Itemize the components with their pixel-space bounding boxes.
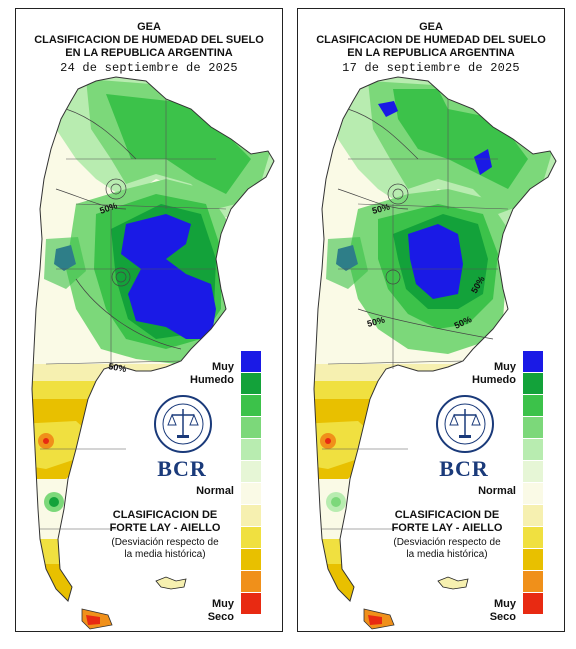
legend-label-muy-humedo-2: Humedo [190,374,234,386]
legend-swatch [241,527,261,549]
isoline-label: 50% [366,315,386,329]
classification-desc-1: (Desviación respecto de [111,537,219,548]
legend-label-muy-humedo-2: Humedo [472,374,516,386]
legend-swatch [523,439,543,461]
classification-line-2: FORTE LAY - AIELLO [391,522,503,534]
header-line-1: GEA [137,21,161,33]
classification-desc-2: la media histórica) [406,549,488,560]
legend-swatch [523,461,543,483]
legend-label-muy-seco-2: Seco [207,611,234,623]
legend-swatch [241,483,261,505]
legend-label-muy-seco-2: Seco [489,611,516,623]
classification-line-1: CLASIFICACION DE [112,509,218,521]
legend-swatch [241,571,261,593]
map-panel-left: GEA CLASIFICACION DE HUMEDAD DEL SUELO E… [15,8,283,632]
bcr-seal-logo [432,393,498,455]
classification-line-1: CLASIFICACION DE [394,509,500,521]
map-date: 24 de septiembre de 2025 [60,61,238,75]
legend-swatch [523,373,543,395]
legend-swatch [241,395,261,417]
legend-label-muy-seco-1: Muy [494,598,516,610]
legend-swatch [241,351,261,373]
header-line-2: CLASIFICACION DE HUMEDAD DEL SUELO [34,34,264,46]
legend-label-muy-humedo-1: Muy [212,361,234,373]
header-line-3: EN LA REPUBLICA ARGENTINA [347,47,515,59]
legend-label-muy-seco-1: Muy [212,598,234,610]
legend-colorbar [241,351,261,615]
classification-desc-1: (Desviación respecto de [393,537,501,548]
legend-swatch [241,373,261,395]
header-line-3: EN LA REPUBLICA ARGENTINA [65,47,233,59]
bcr-seal-logo [150,393,216,455]
legend-label-muy-humedo-1: Muy [494,361,516,373]
legend-swatch [523,417,543,439]
isoline-label: 50% [108,361,127,374]
legend-swatch [523,549,543,571]
map-panel-right: GEA CLASIFICACION DE HUMEDAD DEL SUELO E… [297,8,565,632]
legend-swatch [241,505,261,527]
legend-swatch [241,593,261,615]
legend-swatch [241,461,261,483]
legend-swatch [523,483,543,505]
legend-swatch [523,351,543,373]
legend-swatch [523,505,543,527]
argentina-soil-moisture-map: 50% 50% 50% 50% [313,76,557,630]
legend-swatch [241,439,261,461]
legend-colorbar [523,351,543,615]
argentina-soil-moisture-map: 50% 50% [31,76,275,630]
header-line-2: CLASIFICACION DE HUMEDAD DEL SUELO [316,34,546,46]
bcr-logo-text: BCR [157,456,207,481]
legend-label-normal: Normal [478,485,516,497]
legend-swatch [523,527,543,549]
legend-swatch [241,417,261,439]
legend-swatch [241,549,261,571]
legend-swatch [523,571,543,593]
classification-line-2: FORTE LAY - AIELLO [109,522,221,534]
classification-desc-2: la media histórica) [124,549,206,560]
map-date: 17 de septiembre de 2025 [342,61,520,75]
isoline-label: 50% [371,202,391,216]
bcr-logo-text: BCR [439,456,489,481]
legend-swatch [523,395,543,417]
legend-swatch [523,593,543,615]
header-line-1: GEA [419,21,443,33]
legend-label-normal: Normal [196,485,234,497]
